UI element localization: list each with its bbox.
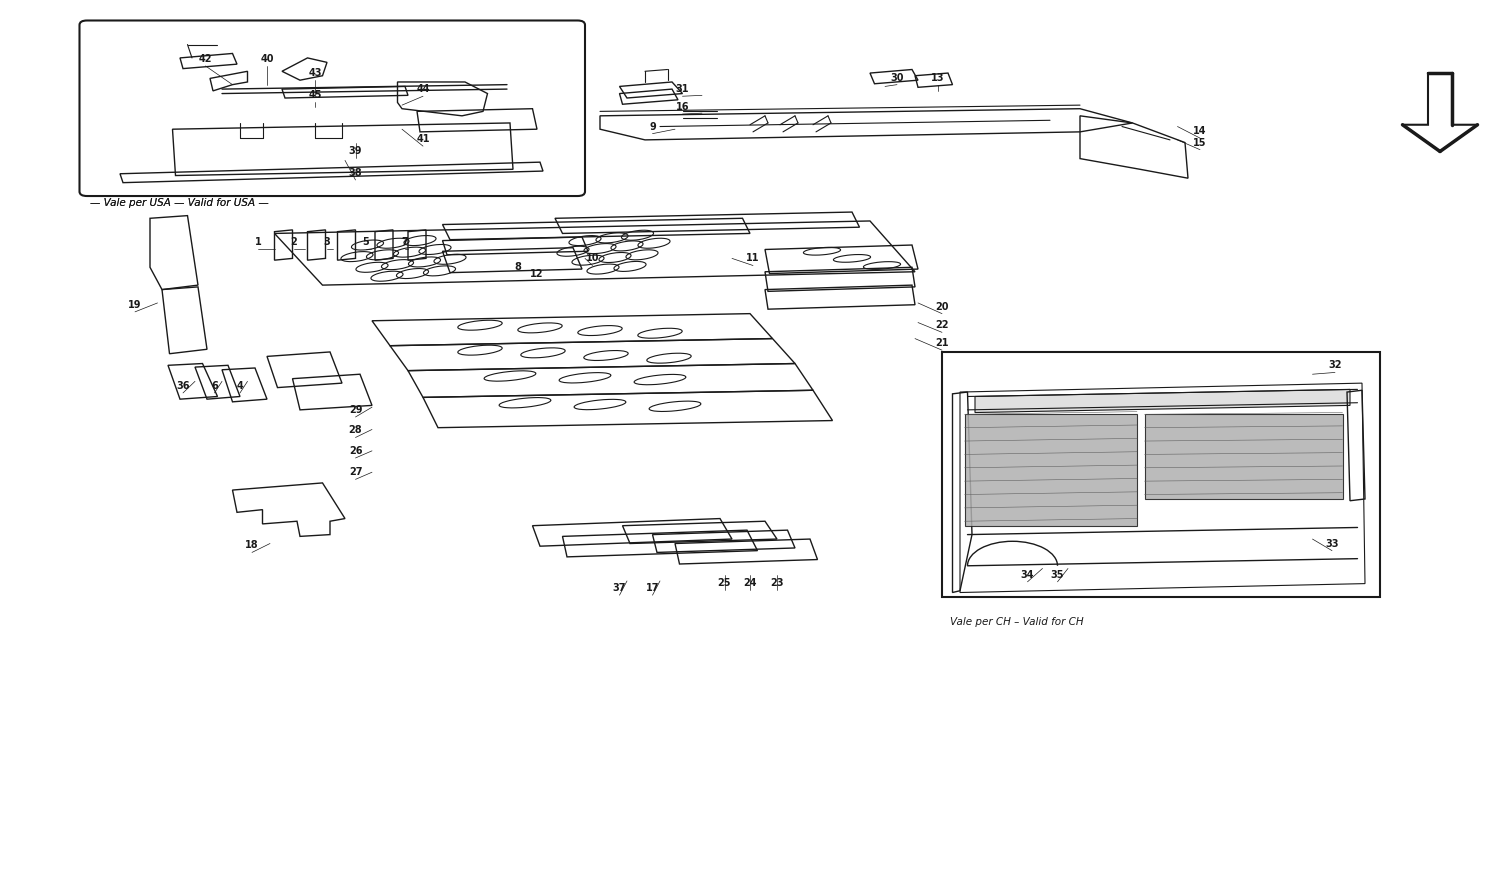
- Text: 14: 14: [1194, 126, 1206, 136]
- Text: 1: 1: [255, 237, 261, 248]
- Text: 40: 40: [261, 53, 273, 64]
- Text: 36: 36: [177, 380, 189, 391]
- Text: 21: 21: [936, 338, 948, 348]
- Text: 17: 17: [645, 583, 660, 593]
- Polygon shape: [975, 389, 1350, 413]
- Text: 15: 15: [1194, 137, 1206, 148]
- Text: 45: 45: [309, 90, 321, 101]
- FancyBboxPatch shape: [80, 20, 585, 196]
- Text: — Vale per USA — Valid for USA —: — Vale per USA — Valid for USA —: [90, 198, 268, 208]
- Text: 11: 11: [747, 253, 759, 264]
- Text: 29: 29: [348, 405, 363, 415]
- Text: 3: 3: [324, 237, 330, 248]
- Text: 31: 31: [675, 84, 688, 94]
- Text: 25: 25: [717, 577, 732, 588]
- Text: 18: 18: [244, 540, 260, 551]
- Text: 33: 33: [1326, 538, 1338, 549]
- FancyBboxPatch shape: [942, 352, 1380, 597]
- Text: 41: 41: [416, 134, 429, 144]
- Bar: [964, 414, 1137, 526]
- Text: 10: 10: [585, 253, 598, 264]
- Text: 4: 4: [237, 380, 243, 391]
- Polygon shape: [960, 383, 1365, 593]
- Text: 28: 28: [348, 425, 363, 436]
- Text: 30: 30: [891, 72, 903, 83]
- Text: 44: 44: [416, 84, 429, 94]
- Text: 22: 22: [936, 320, 948, 331]
- Text: 2: 2: [291, 237, 297, 248]
- Text: 32: 32: [1329, 360, 1341, 371]
- Text: 37: 37: [612, 583, 627, 593]
- Text: 43: 43: [309, 68, 321, 78]
- Text: 13: 13: [930, 72, 945, 83]
- Text: 8: 8: [514, 262, 520, 273]
- Text: 24: 24: [744, 577, 756, 588]
- Text: 23: 23: [771, 577, 783, 588]
- Text: 34: 34: [1020, 569, 1035, 580]
- Text: 42: 42: [198, 53, 213, 64]
- Text: 19: 19: [128, 299, 141, 310]
- Text: 6: 6: [211, 380, 217, 391]
- Bar: [1144, 414, 1342, 499]
- Polygon shape: [1402, 73, 1478, 151]
- Text: 7: 7: [402, 237, 408, 248]
- Text: 27: 27: [348, 467, 363, 478]
- Text: Vale per CH – Valid for CH: Vale per CH – Valid for CH: [950, 617, 1083, 626]
- Text: 16: 16: [675, 102, 688, 112]
- Text: 26: 26: [348, 446, 363, 456]
- Text: 20: 20: [936, 301, 948, 312]
- Text: 38: 38: [348, 168, 363, 178]
- Text: 39: 39: [348, 145, 363, 156]
- Text: 35: 35: [1050, 569, 1065, 580]
- Text: — Vale per USA — Valid for USA —: — Vale per USA — Valid for USA —: [90, 198, 268, 208]
- Text: 12: 12: [531, 268, 543, 279]
- Text: 5: 5: [363, 237, 369, 248]
- Text: 9: 9: [650, 121, 656, 132]
